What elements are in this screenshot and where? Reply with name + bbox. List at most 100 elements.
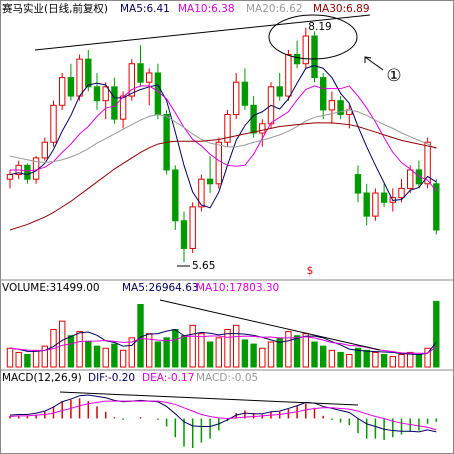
legend-label: DIF:-0.20 [88,372,135,384]
volume-bar [128,337,136,368]
candle-body [259,123,266,134]
volume-bar [354,347,362,368]
candle-body [250,104,257,134]
volume-bar [302,333,310,368]
candle-body [433,183,440,231]
volume-bar [267,341,275,368]
candle-body [198,178,205,208]
volume-bar [372,351,379,368]
volume-bar [363,349,370,368]
volume-bar [93,345,101,368]
volume-bar [41,345,48,368]
candle-body [93,86,101,102]
volume-bar [32,349,40,368]
volume-bar [415,354,423,368]
candle-body [293,53,301,65]
candle-body [328,100,336,111]
highlight-ellipse [268,14,358,60]
volume-bar [224,329,231,368]
volume-bar [111,343,118,368]
volume-bar [85,341,92,368]
ma-line [9,400,437,431]
volume-bar [206,341,214,368]
candle-body [302,35,310,65]
trend-line [159,299,381,351]
price-title: 赛马实业(日线,前复权) [2,2,108,15]
candle-body [398,187,405,199]
candle-body [137,63,144,83]
volume-bar [346,354,353,368]
legend-label: DEA:-0.17 [142,372,194,384]
ma-line [9,65,437,209]
volume-bar [380,354,388,368]
legend-label: MA20:6.62 [246,3,303,15]
ma-line [9,328,437,356]
candle-body [111,86,118,120]
candle-body [24,164,31,180]
legend-label: MA30:6.89 [313,3,370,15]
volume-bar [154,341,162,368]
candle-body [363,192,370,217]
signal-mark: $ [307,265,314,277]
candle-body [215,141,223,185]
volume-bar [285,331,292,368]
volume-bar [311,341,318,368]
volume-bar [198,333,205,368]
volume-bar [407,351,414,368]
volume-bar [424,347,431,368]
candle-body [146,72,153,83]
volume-bar [189,324,196,368]
candle-body [354,174,362,194]
volume-bar [180,335,188,368]
candle-body [119,95,127,120]
volume-bar [250,343,257,368]
candle-body [311,35,318,79]
volume-bar [6,347,14,368]
ma-line [9,394,437,433]
volume-title: VOLUME:31499.00 [2,282,100,294]
low-label: 5.65 [192,260,215,272]
candle-body [337,100,344,116]
trend-line [34,14,371,51]
volume-bar [172,329,179,368]
candle-body [424,141,431,185]
candle-body [67,77,75,97]
high-label: 8.19 [308,21,331,33]
candle-body [380,192,388,203]
candle-body [180,220,188,249]
legend-label: MACD:-0.05 [196,372,258,384]
trend-line [59,391,359,406]
volume-bar [24,354,31,368]
volume-bar [163,337,170,368]
volume-bar [389,356,397,368]
candle-body [241,81,249,106]
candle-body [189,206,196,249]
volume-bar [320,345,327,368]
volume-bar [137,304,144,368]
candle-body [276,86,283,97]
candle-body [59,77,66,106]
volume-bar [259,347,266,368]
candle-body [407,169,414,189]
candle-body [6,174,14,180]
volume-bar [67,335,75,368]
arrow-head [364,56,372,63]
ma-line [9,109,437,164]
volume-bar [233,324,240,368]
ma-line [10,85,437,192]
legend-label: MA5:26964.63 [122,282,199,294]
candle-body [372,192,379,217]
volume-bar [119,349,127,368]
candle-body [50,104,57,143]
volume-bar [215,337,223,368]
candle-body [224,114,231,143]
ma-line [9,122,437,231]
candle-body [128,63,136,97]
candle-body [85,58,92,88]
volume-bar [293,335,301,368]
legend-label: MA10:17803.30 [196,282,279,294]
circle-marker: ① [386,66,401,86]
macd-title: MACD(12,26,9) [2,372,82,384]
